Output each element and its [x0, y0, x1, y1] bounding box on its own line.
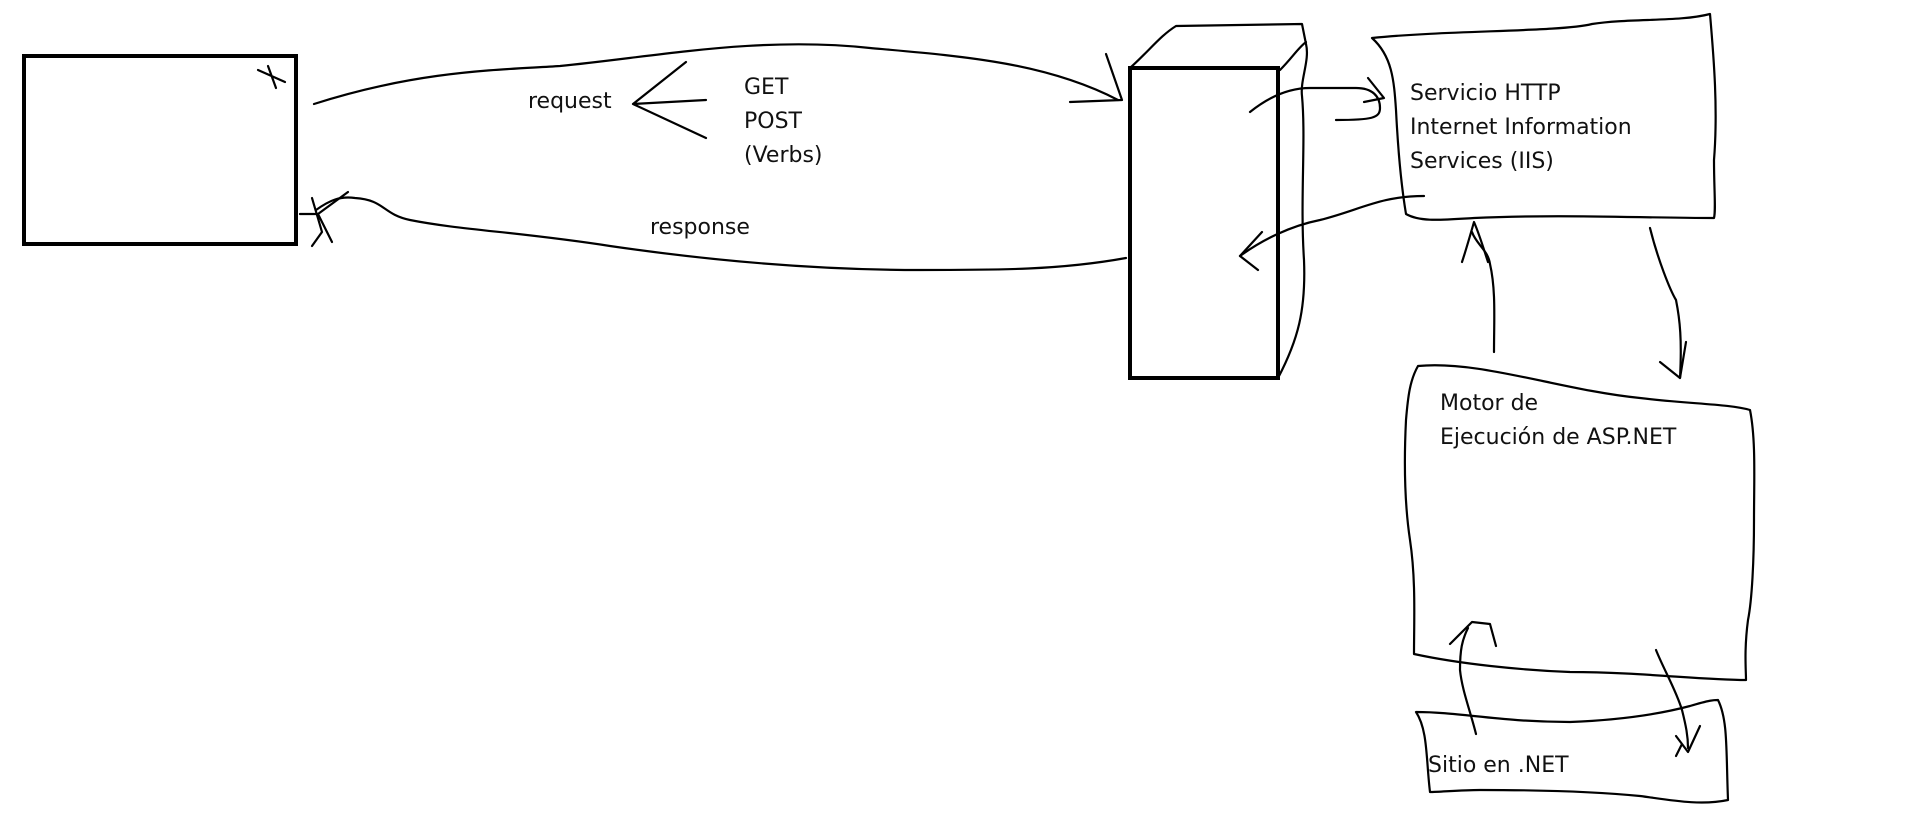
server-to-iis-arrowhead [1362, 76, 1386, 104]
server-3d-edge [1128, 22, 1308, 380]
server-to-iis-line [1248, 86, 1382, 122]
request-line [312, 43, 1120, 106]
site-to-engine-line [1458, 626, 1478, 736]
client-box [22, 54, 298, 246]
verb-get-label: GET [744, 75, 789, 100]
iis-to-engine-arrowhead [1658, 340, 1688, 380]
iis-engine-arrows [1460, 220, 1688, 380]
server-iis-arrows [1238, 76, 1426, 272]
response-label: response [650, 215, 750, 240]
iis-to-server-arrowhead [1238, 230, 1264, 272]
engine-to-iis-line [1470, 230, 1496, 354]
iis-to-server-line [1238, 194, 1426, 258]
request-label: request [528, 89, 612, 114]
iis-box [1370, 12, 1717, 221]
request-connector [312, 43, 1124, 140]
server-tower [1128, 22, 1308, 380]
engine-outline [1403, 364, 1756, 682]
request-arrowhead [1068, 52, 1124, 104]
client-box-mark [256, 64, 287, 90]
site-outline [1414, 698, 1730, 804]
iis-title-line2: Internet Information [1410, 115, 1632, 140]
engine-to-site-arrowhead [1674, 724, 1702, 758]
engine-to-site-line [1654, 648, 1690, 750]
response-connector [298, 190, 1128, 272]
site-label: Sitio en .NET [1428, 753, 1569, 778]
iis-title-line3: Services (IIS) [1410, 149, 1554, 174]
site-box [1414, 698, 1730, 804]
engine-box [1403, 364, 1756, 682]
iis-title-line1: Servicio HTTP [1410, 81, 1561, 106]
verbs-brace [631, 60, 708, 140]
engine-title-line1: Motor de [1440, 391, 1538, 416]
iis-outline [1370, 12, 1717, 221]
iis-to-engine-line [1648, 226, 1682, 380]
server-front [1128, 66, 1280, 380]
verbs-note-label: (Verbs) [744, 143, 823, 168]
engine-to-iis-arrowhead [1460, 220, 1490, 264]
site-to-engine-arrowhead [1448, 620, 1498, 648]
verb-post-label: POST [744, 109, 803, 134]
server-top-edge [1278, 40, 1308, 72]
response-arrowhead [298, 190, 350, 248]
response-line [314, 196, 1128, 272]
engine-title-line2: Ejecución de ASP.NET [1440, 425, 1677, 450]
client-rect [22, 54, 298, 246]
engine-site-arrows [1448, 620, 1702, 758]
